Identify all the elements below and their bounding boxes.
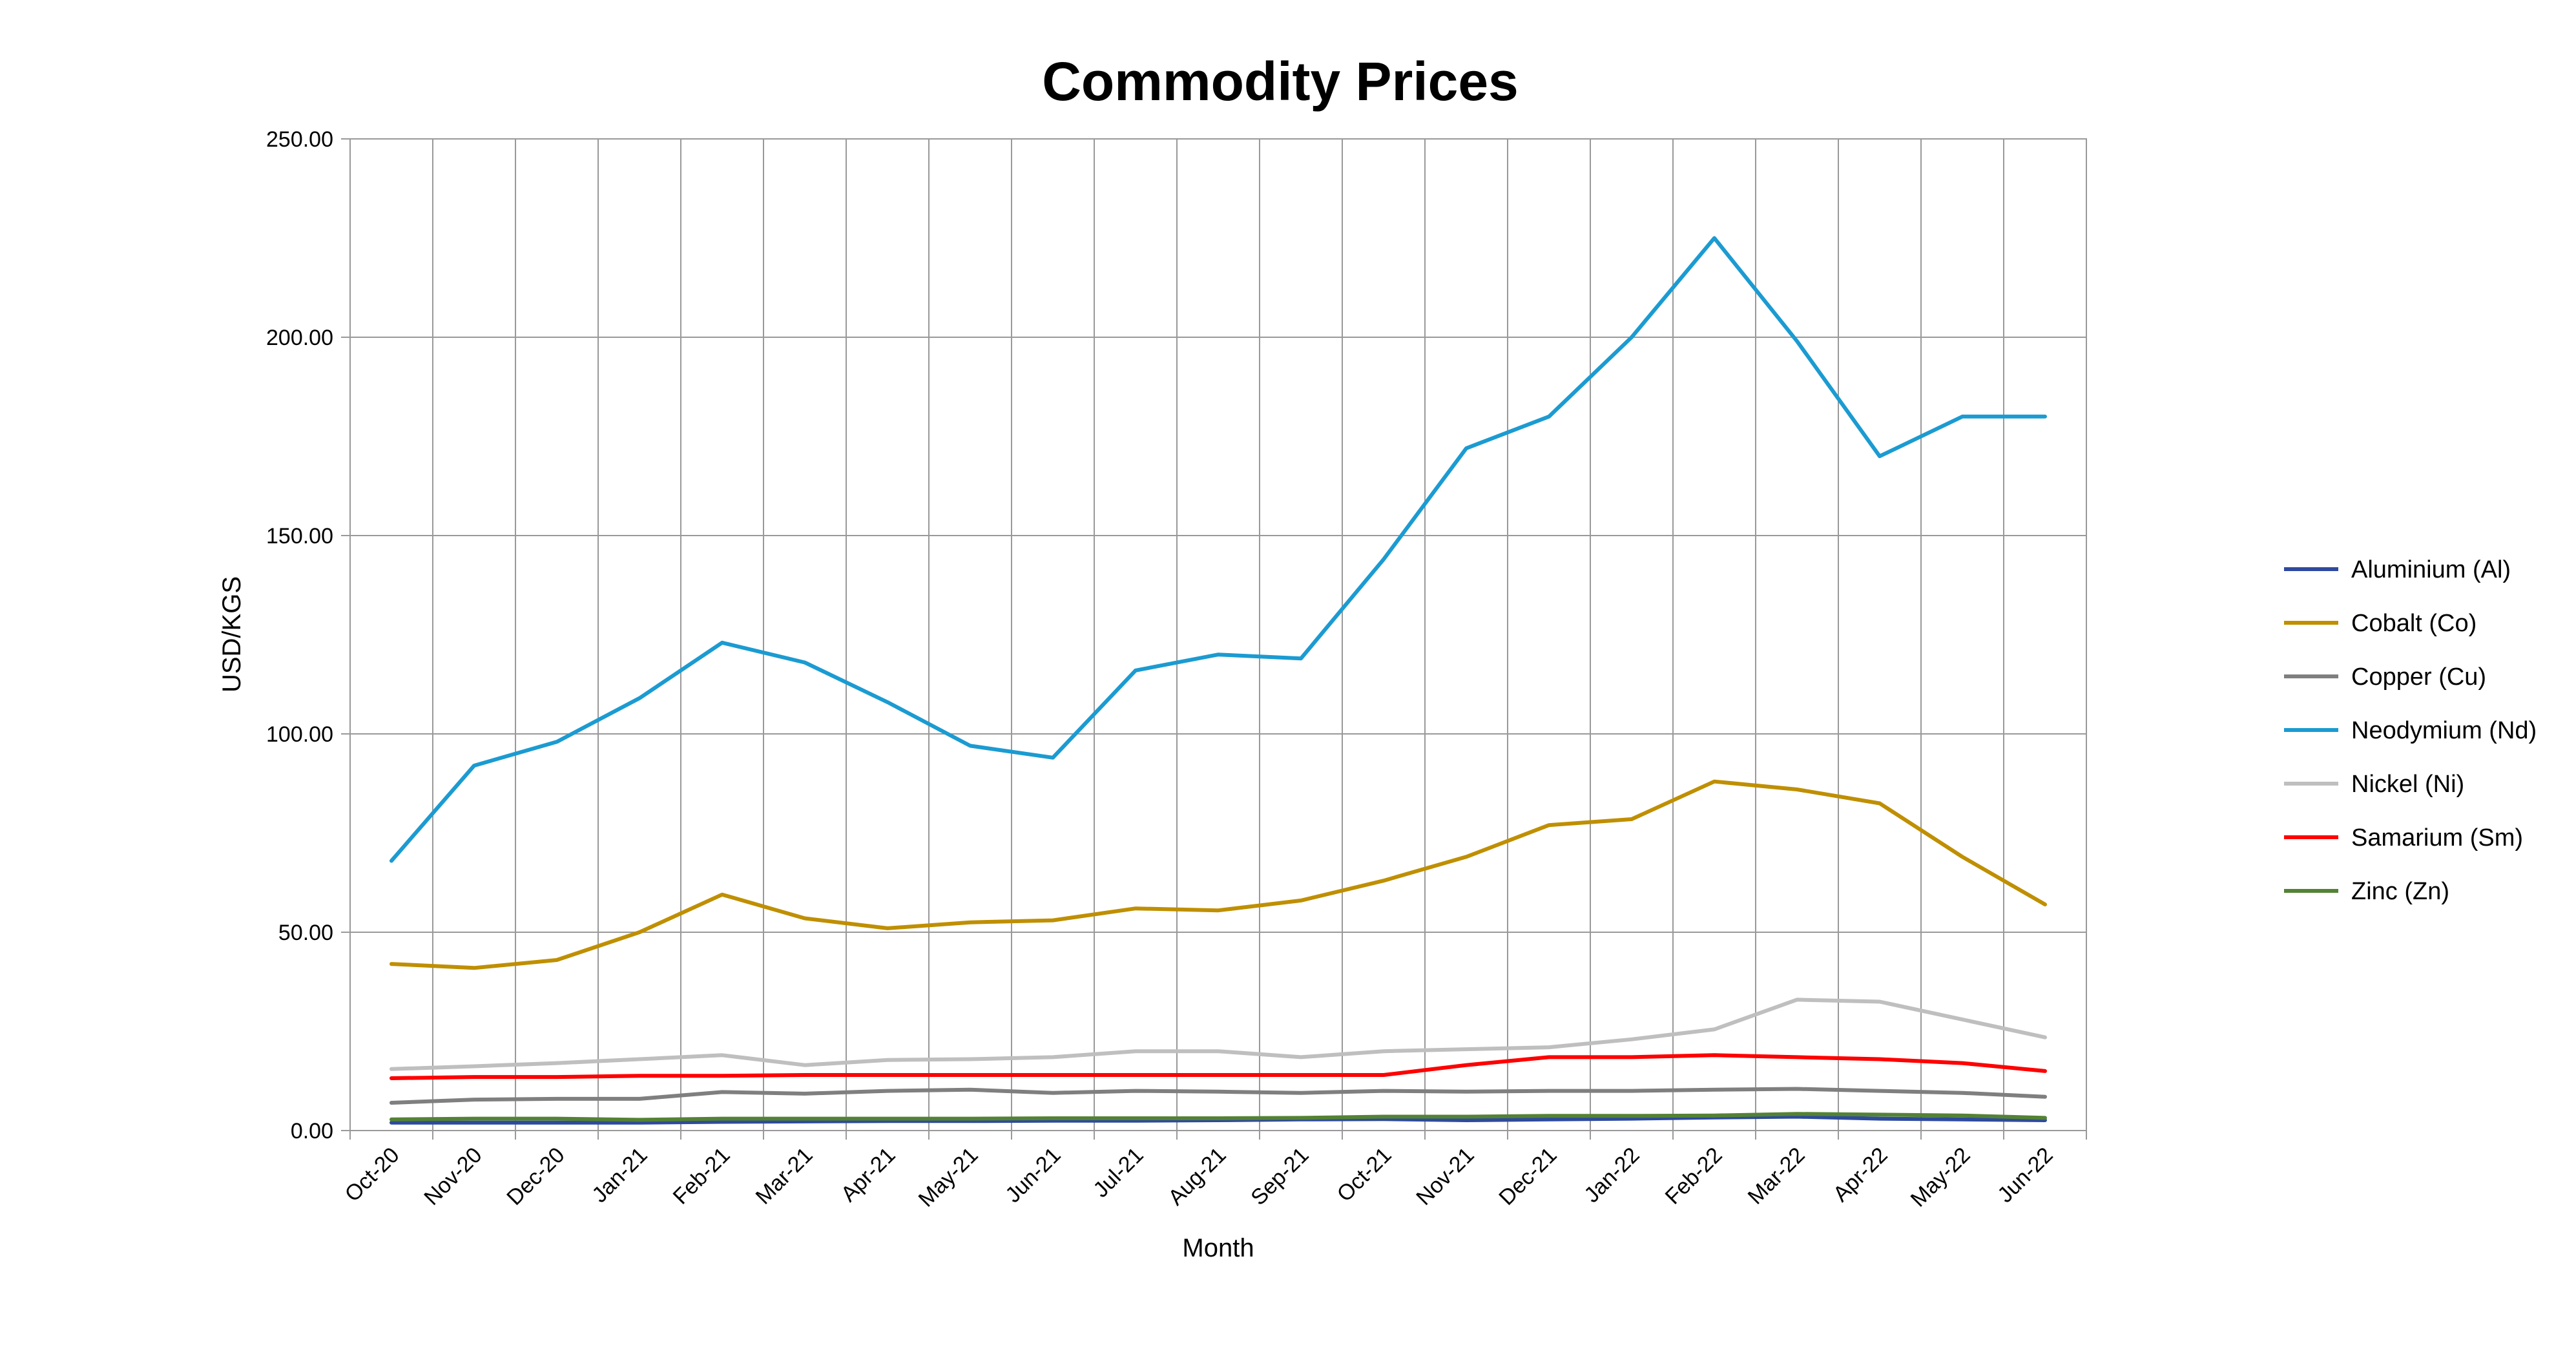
series-line-nickel-ni — [390, 997, 2047, 1071]
legend-label: Aluminium (Al) — [2351, 556, 2511, 583]
x-tick-label: Feb-21 — [669, 1143, 735, 1209]
x-tick-label: Dec-21 — [1494, 1143, 1561, 1210]
legend-label: Cobalt (Co) — [2351, 610, 2477, 637]
x-tick-label: Aug-21 — [1163, 1143, 1231, 1210]
x-tick-label: Jan-21 — [587, 1143, 652, 1207]
legend: Aluminium (Al) Cobalt (Co) Copper (Cu) Neod… — [2284, 556, 2537, 905]
y-tick-label: 100.00 — [266, 722, 333, 747]
x-tick-label: Nov-21 — [1411, 1143, 1479, 1210]
x-axis: Oct-20 Nov-20 Dec-20 Jan-21 Feb-21 Mar-21 Apr-… — [340, 1131, 2087, 1212]
chart-title: Commodity Prices — [1042, 51, 1519, 112]
y-axis: 0.00 50.00 100.00 150.00 200.00 250.00 — [266, 127, 350, 1143]
series-line-copper-cu — [390, 1087, 2047, 1105]
legend-label: Samarium (Sm) — [2351, 824, 2523, 851]
y-axis-title: USD/KGS — [218, 576, 246, 693]
plot-area — [349, 138, 2087, 1131]
x-tick-label: Oct-21 — [1333, 1143, 1397, 1207]
y-tick-label: 150.00 — [266, 524, 333, 548]
x-tick-label: May-22 — [1906, 1143, 1975, 1212]
legend-label: Neodymium (Nd) — [2351, 717, 2537, 744]
x-tick-label: Jun-22 — [1993, 1143, 2057, 1207]
y-tick-label: 50.00 — [278, 921, 333, 945]
y-tick-label: 200.00 — [266, 326, 333, 350]
x-axis-title: Month — [1182, 1234, 1254, 1262]
x-tick-label: Dec-20 — [502, 1143, 569, 1210]
series-lines — [390, 236, 2047, 1125]
x-tick-label: Jul-21 — [1088, 1143, 1148, 1202]
gridlines — [350, 138, 2086, 1131]
x-tick-label: Mar-21 — [751, 1143, 818, 1209]
legend-label: Copper (Cu) — [2351, 663, 2486, 691]
x-tick-label: Jun-21 — [1001, 1143, 1065, 1207]
legend-label: Zinc (Zn) — [2351, 878, 2449, 905]
series-line-zinc-zn — [390, 1112, 2047, 1122]
x-tick-label: Apr-22 — [1829, 1143, 1893, 1207]
legend-label: Nickel (Ni) — [2351, 771, 2464, 798]
y-tick-label: 250.00 — [266, 127, 333, 152]
series-line-neodymium-nd — [390, 236, 2047, 863]
y-tick-label: 0.00 — [291, 1119, 333, 1143]
series-line-cobalt-co — [390, 779, 2047, 970]
x-tick-label: Feb-22 — [1661, 1143, 1727, 1209]
x-tick-label: Nov-20 — [419, 1143, 486, 1210]
x-tick-label: May-21 — [914, 1143, 983, 1212]
series-line-samarium-sm — [390, 1053, 2047, 1080]
x-tick-label: Apr-21 — [836, 1143, 900, 1207]
x-tick-label: Mar-22 — [1743, 1143, 1810, 1209]
x-tick-label: Oct-20 — [340, 1143, 404, 1207]
x-tick-label: Jan-22 — [1579, 1143, 1644, 1207]
x-tick-label: Sep-21 — [1246, 1143, 1313, 1210]
